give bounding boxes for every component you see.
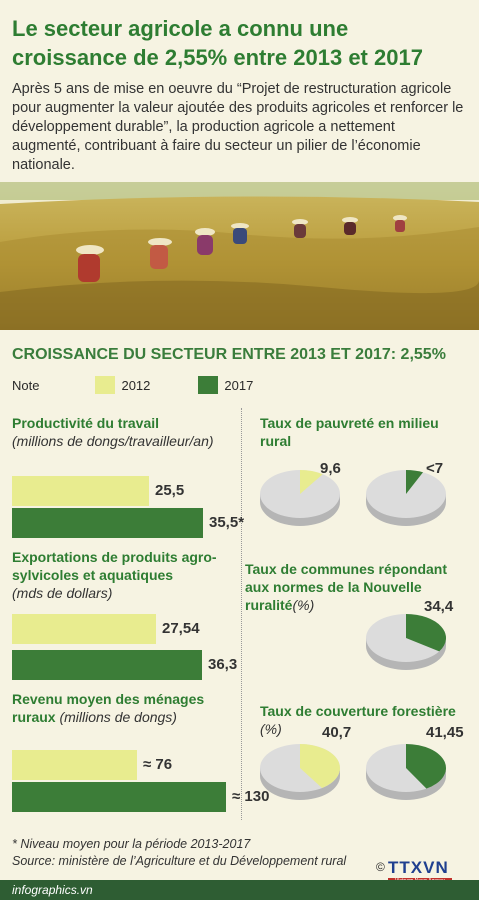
pie-label-poverty-2012: 9,6 bbox=[320, 460, 341, 477]
pie-wedge bbox=[300, 470, 323, 494]
bottom-bar: infographics.vn bbox=[0, 880, 479, 900]
copyright-icon: © bbox=[376, 860, 385, 874]
pie-forest-title: Taux de couverture forestière bbox=[260, 703, 456, 719]
pie-wedge bbox=[406, 614, 446, 652]
pie-label-forest-2017: 41,45 bbox=[426, 724, 464, 741]
legend-label: Note bbox=[12, 377, 40, 393]
bar-label-productivity-2012: 25,5 bbox=[155, 482, 185, 499]
metric-income-title: Revenu moyen des ménages ruraux bbox=[12, 691, 205, 725]
metric-exports-title: Exportations de produits agro-sylvicoles… bbox=[12, 549, 217, 583]
pie-communes-title: Taux de communes répondant aux normes de… bbox=[245, 561, 447, 613]
pie-title-forest: Taux de couverture forestière (%) bbox=[260, 702, 470, 738]
pie-title-communes: Taux de communes répondant aux normes de… bbox=[245, 560, 473, 614]
pie-label-communes-2017: 34,4 bbox=[424, 598, 454, 615]
pie-title-poverty: Taux de pauvreté en milieu rural bbox=[260, 414, 470, 450]
pie-forest-2012 bbox=[260, 744, 340, 800]
metric-productivity-title: Productivité du travail bbox=[12, 415, 160, 431]
pie-communes-2017 bbox=[366, 614, 446, 670]
bar-label-exports-2017: 36,3 bbox=[208, 656, 238, 673]
bar-income-2012 bbox=[12, 750, 137, 780]
pie-wedge bbox=[406, 470, 424, 494]
pie-communes-unit: (%) bbox=[292, 597, 315, 613]
pie-poverty-2012 bbox=[260, 470, 340, 526]
legend-swatch-2012 bbox=[95, 376, 116, 394]
bar-exports-2017 bbox=[12, 650, 202, 680]
site-name: infographics.vn bbox=[12, 883, 93, 897]
pie-label-poverty-2017: <7 bbox=[426, 460, 444, 477]
metric-income-unit: (millions de dongs) bbox=[59, 709, 177, 725]
rice-field-image bbox=[0, 182, 479, 330]
page-title: Le secteur agricole a connu une croissan… bbox=[12, 16, 423, 70]
rice-field-photo bbox=[0, 182, 479, 330]
pie-poverty-title: Taux de pauvreté en milieu rural bbox=[260, 415, 439, 449]
bar-label-income-2012: ≈ 76 bbox=[143, 756, 173, 773]
legend-text-2012: 2012 bbox=[121, 377, 151, 393]
bar-label-productivity-2017: 35,5* bbox=[209, 514, 245, 531]
source-note: Source: ministère de l’Agriculture et du… bbox=[12, 854, 347, 868]
intro-text: Après 5 ans de mise en oeuvre du “Projet… bbox=[12, 81, 464, 173]
metric-productivity-unit: (millions de dongs/travailleur/an) bbox=[12, 433, 214, 449]
pie-label-forest-2012: 40,7 bbox=[322, 724, 352, 741]
bar-label-income-2017: ≈ 130 bbox=[232, 788, 270, 805]
metric-title-productivity: Productivité du travail (millions de don… bbox=[12, 414, 237, 450]
pie-poverty-2017 bbox=[366, 470, 446, 526]
legend-swatch-2017 bbox=[198, 376, 219, 394]
metric-exports-unit: (mds de dollars) bbox=[12, 585, 113, 601]
legend: Note 2012 2017 bbox=[12, 376, 253, 394]
section-subtitle: CROISSANCE DU SECTEUR ENTRE 2013 ET 2017… bbox=[12, 346, 446, 363]
bar-exports-2012 bbox=[12, 614, 156, 644]
bar-productivity-2017 bbox=[12, 508, 203, 538]
metric-title-income: Revenu moyen des ménages ruraux (million… bbox=[12, 690, 237, 726]
metric-title-exports: Exportations de produits agro-sylvicoles… bbox=[12, 548, 237, 602]
pie-forest-unit: (%) bbox=[260, 721, 282, 737]
footer: * Niveau moyen pour la période 2013-2017… bbox=[12, 836, 346, 870]
legend-text-2017: 2017 bbox=[224, 377, 254, 393]
pie-forest-2017 bbox=[366, 744, 446, 800]
bar-label-exports-2012: 27,54 bbox=[162, 620, 200, 637]
header: Le secteur agricole a connu une croissan… bbox=[0, 0, 479, 175]
ttxvn-logo: © TTXVN Vietnam News Agency bbox=[376, 858, 474, 884]
footnote: * Niveau moyen pour la période 2013-2017 bbox=[12, 837, 251, 851]
pie-wedge bbox=[406, 744, 446, 789]
logo-text: TTXVN bbox=[388, 858, 449, 877]
pie-wedge bbox=[300, 744, 340, 789]
column-divider bbox=[241, 408, 242, 820]
bar-income-2017 bbox=[12, 782, 226, 812]
bar-productivity-2012 bbox=[12, 476, 149, 506]
